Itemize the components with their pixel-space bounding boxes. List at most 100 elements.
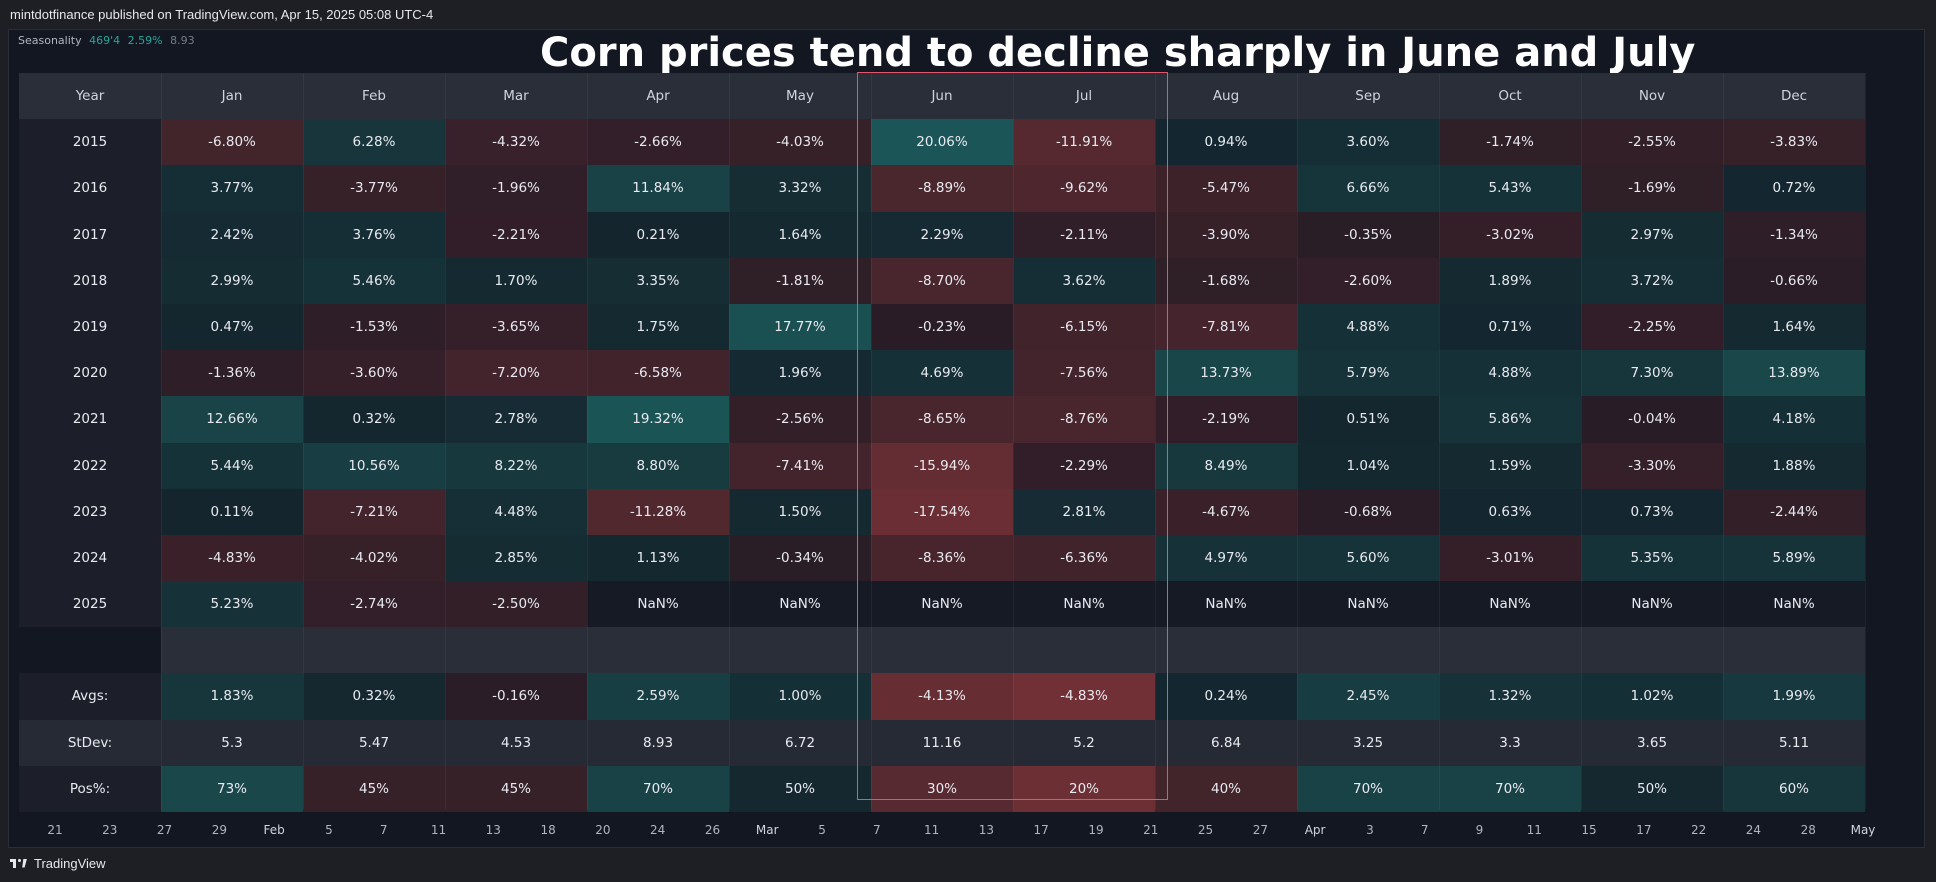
return-cell: 1.13% [587,535,729,582]
return-cell: -6.36% [1013,535,1155,582]
summary-cell: 5.3 [161,719,303,766]
return-cell: 3.76% [303,211,445,258]
return-cell: 1.04% [1297,442,1439,489]
return-cell: 6.66% [1297,165,1439,212]
return-cell: 5.89% [1723,535,1865,582]
return-cell: 2.78% [445,396,587,443]
summary-cell: 2.45% [1297,673,1439,720]
x-axis-tick: 11 [923,823,940,837]
summary-cell: 2.59% [587,673,729,720]
return-cell: 1.88% [1723,442,1865,489]
return-cell: 0.72% [1723,165,1865,212]
x-axis-tick: 15 [1581,823,1597,837]
return-cell: -11.91% [1013,119,1155,166]
seasonality-table: Year Jan Feb Mar Apr May Jun Jul Aug Sep Oct Nov Dec… [19,73,1866,812]
month-header-dec: Dec [1723,73,1865,120]
x-axis[interactable]: 21 23 27 29 Feb 5 7 11 13 18 20 24 26 Mar 5 7 11 13 17 19 21… [19,815,1899,845]
return-cell: -1.34% [1723,211,1865,258]
indicator-value-1: 469'4 [89,34,121,47]
return-cell: 2.97% [1581,211,1723,258]
return-cell: -4.03% [729,119,871,166]
return-cell: -2.44% [1723,488,1865,535]
return-cell: 0.71% [1439,304,1581,351]
summary-cell: 0.24% [1155,673,1297,720]
summary-cell: 3.3 [1439,719,1581,766]
x-axis-tick: 29 [211,823,227,837]
return-cell: -1.81% [729,257,871,304]
return-cell: -0.23% [871,304,1013,351]
return-cell: -3.77% [303,165,445,212]
x-axis-tick: 17 [1033,823,1049,837]
return-cell: -2.66% [587,119,729,166]
grid-line [1297,73,1298,809]
return-cell: 1.64% [729,211,871,258]
summary-cell: 5.47 [303,719,445,766]
return-cell: 5.23% [161,581,303,628]
x-axis-tick: 24 [650,823,666,837]
month-header-jun: Jun [871,73,1013,120]
return-cell: -0.04% [1581,396,1723,443]
return-cell: -7.21% [303,488,445,535]
return-cell: -1.68% [1155,257,1297,304]
summary-cell: 11.16 [871,719,1013,766]
x-axis-tick: 19 [1088,823,1104,837]
x-axis-tick: 28 [1800,823,1816,837]
grid-line [587,73,588,809]
summary-cell: 70% [587,765,729,812]
table-spacer [161,627,1865,674]
return-cell: -7.81% [1155,304,1297,351]
year-label-2016: 2016 [19,165,161,212]
year-label-2018: 2018 [19,257,161,304]
grid-line [161,73,162,809]
summary-cell: -4.13% [871,673,1013,720]
x-axis-tick: 9 [1475,823,1484,837]
return-cell: -1.96% [445,165,587,212]
x-axis-tick: 13 [485,823,501,837]
return-cell: -0.68% [1297,488,1439,535]
footer: TradingView [10,856,106,871]
summary-cell: 1.32% [1439,673,1581,720]
summary-cell: 1.83% [161,673,303,720]
x-axis-tick: Feb [263,823,285,837]
year-label-2025: 2025 [19,581,161,628]
month-header-sep: Sep [1297,73,1439,120]
month-header-jan: Jan [161,73,303,120]
x-axis-tick: 7 [872,823,881,837]
return-cell: -4.02% [303,535,445,582]
return-cell: 19.32% [587,396,729,443]
summary-cell: 3.65 [1581,719,1723,766]
x-axis-tick: 26 [704,823,721,837]
x-axis-tick: 21 [47,823,63,837]
return-cell: NaN% [1723,581,1865,628]
return-cell: -1.69% [1581,165,1723,212]
return-cell: -2.25% [1581,304,1723,351]
return-cell: 10.56% [303,442,445,489]
indicator-legend[interactable]: Seasonality 469'4 2.59% 8.93 [18,34,195,47]
return-cell: 0.73% [1581,488,1723,535]
summary-label-avgs: Avgs: [19,673,161,720]
return-cell: -8.76% [1013,396,1155,443]
summary-cell: -0.16% [445,673,587,720]
published-text: mintdotfinance published on TradingView.… [10,7,434,22]
month-header-oct: Oct [1439,73,1581,120]
return-cell: 0.47% [161,304,303,351]
return-cell: 0.11% [161,488,303,535]
grid-line [1865,73,1866,809]
return-cell: NaN% [1581,581,1723,628]
return-cell: 1.89% [1439,257,1581,304]
return-cell: -1.74% [1439,119,1581,166]
return-cell: 2.29% [871,211,1013,258]
indicator-value-2: 2.59% [127,34,163,47]
return-cell: NaN% [871,581,1013,628]
grid-line [1723,73,1724,809]
return-cell: 0.63% [1439,488,1581,535]
return-cell: NaN% [1439,581,1581,628]
return-cell: -0.35% [1297,211,1439,258]
return-cell: 3.77% [161,165,303,212]
x-axis-tick: 5 [818,823,826,837]
summary-cell: 50% [729,765,871,812]
return-cell: -3.65% [445,304,587,351]
x-axis-tick: 13 [978,823,995,837]
return-cell: -8.70% [871,257,1013,304]
return-cell: 5.46% [303,257,445,304]
